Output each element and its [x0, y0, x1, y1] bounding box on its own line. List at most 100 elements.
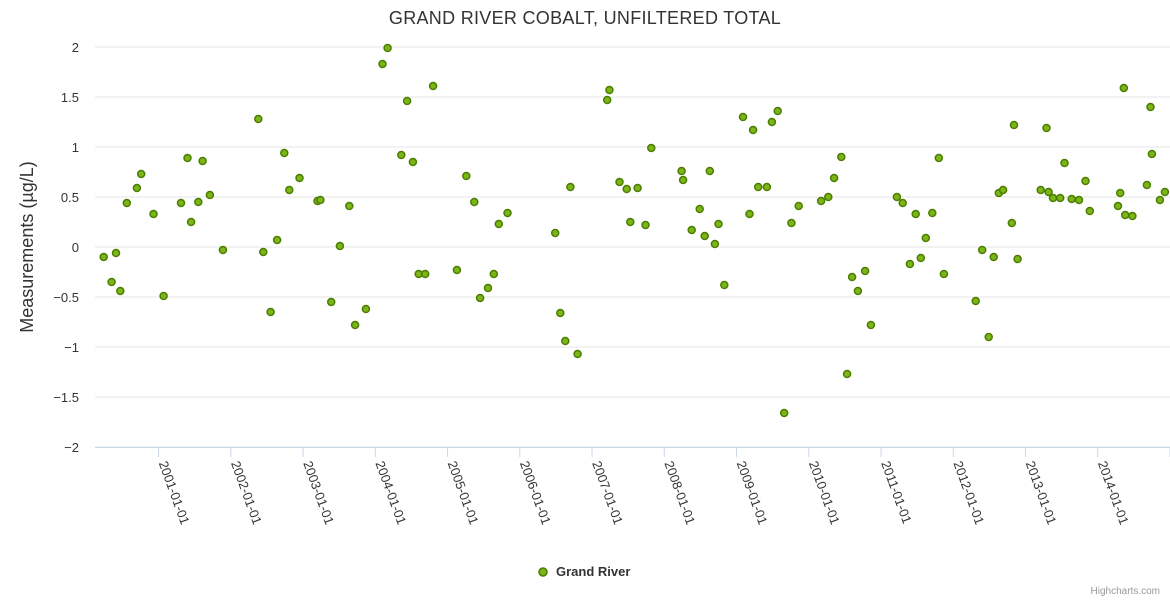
- data-point[interactable]: [934, 153, 944, 163]
- data-point[interactable]: [159, 291, 168, 301]
- data-point[interactable]: [1042, 123, 1051, 133]
- data-point[interactable]: [335, 241, 345, 251]
- data-point[interactable]: [928, 208, 937, 218]
- data-point[interactable]: [853, 286, 863, 296]
- data-point[interactable]: [452, 265, 462, 275]
- data-point[interactable]: [111, 248, 121, 258]
- data-point[interactable]: [186, 217, 196, 227]
- data-point[interactable]: [259, 247, 268, 257]
- data-point[interactable]: [280, 148, 289, 158]
- data-point[interactable]: [905, 259, 915, 269]
- data-point[interactable]: [316, 195, 325, 205]
- data-point[interactable]: [1119, 83, 1129, 93]
- data-point[interactable]: [911, 209, 920, 219]
- data-point[interactable]: [626, 217, 635, 227]
- data-point[interactable]: [132, 183, 142, 193]
- data-point[interactable]: [921, 233, 931, 243]
- data-point[interactable]: [494, 219, 504, 229]
- data-point[interactable]: [1060, 158, 1069, 168]
- data-point[interactable]: [677, 166, 686, 176]
- data-point[interactable]: [475, 293, 485, 303]
- data-point[interactable]: [700, 231, 709, 241]
- data-point[interactable]: [116, 286, 125, 296]
- data-point[interactable]: [345, 201, 354, 211]
- data-point[interactable]: [198, 156, 207, 166]
- data-point[interactable]: [738, 112, 748, 122]
- data-point[interactable]: [99, 252, 108, 262]
- data-point[interactable]: [794, 201, 803, 211]
- data-point[interactable]: [408, 157, 418, 167]
- data-point[interactable]: [939, 269, 949, 279]
- data-point[interactable]: [573, 349, 582, 359]
- data-point[interactable]: [149, 209, 158, 219]
- data-point[interactable]: [1009, 120, 1019, 130]
- data-point[interactable]: [1085, 206, 1095, 216]
- data-point[interactable]: [767, 117, 777, 127]
- data-point[interactable]: [971, 296, 980, 306]
- data-point[interactable]: [1128, 211, 1137, 221]
- data-point[interactable]: [1048, 193, 1058, 203]
- data-point[interactable]: [748, 125, 758, 135]
- data-point[interactable]: [107, 277, 116, 287]
- data-point[interactable]: [402, 96, 412, 106]
- data-point[interactable]: [470, 197, 479, 207]
- data-point[interactable]: [122, 198, 132, 208]
- data-point[interactable]: [714, 219, 723, 229]
- data-point[interactable]: [695, 204, 704, 214]
- data-point[interactable]: [989, 252, 998, 262]
- data-point[interactable]: [556, 308, 565, 318]
- data-point[interactable]: [837, 152, 846, 162]
- data-point[interactable]: [136, 169, 146, 179]
- data-point[interactable]: [489, 269, 499, 279]
- data-point[interactable]: [647, 143, 656, 153]
- data-point[interactable]: [1147, 149, 1157, 159]
- data-point[interactable]: [753, 182, 763, 192]
- data-point[interactable]: [602, 95, 612, 105]
- data-point[interactable]: [205, 190, 215, 200]
- data-point[interactable]: [687, 225, 696, 235]
- data-point[interactable]: [1036, 185, 1045, 195]
- data-point[interactable]: [285, 185, 294, 195]
- data-point[interactable]: [272, 235, 282, 245]
- data-point[interactable]: [779, 408, 789, 418]
- series-grand-river[interactable]: [99, 43, 1170, 418]
- data-point[interactable]: [326, 297, 336, 307]
- data-point[interactable]: [266, 307, 275, 317]
- data-point[interactable]: [842, 369, 852, 379]
- legend[interactable]: Grand River: [538, 564, 630, 579]
- data-point[interactable]: [705, 166, 715, 176]
- data-point[interactable]: [462, 171, 471, 181]
- data-point[interactable]: [998, 185, 1008, 195]
- data-point[interactable]: [1160, 187, 1170, 197]
- data-point[interactable]: [428, 81, 438, 91]
- data-point[interactable]: [503, 208, 512, 218]
- data-point[interactable]: [1067, 194, 1076, 204]
- data-point[interactable]: [1146, 102, 1155, 112]
- data-point[interactable]: [350, 320, 360, 330]
- data-point[interactable]: [1155, 195, 1165, 205]
- data-point[interactable]: [1007, 218, 1017, 228]
- data-point[interactable]: [561, 336, 570, 346]
- data-point[interactable]: [1013, 254, 1022, 264]
- data-point[interactable]: [1115, 188, 1125, 198]
- data-point[interactable]: [977, 245, 987, 255]
- data-point[interactable]: [622, 184, 631, 194]
- data-point[interactable]: [605, 85, 614, 95]
- data-point[interactable]: [1081, 176, 1090, 186]
- data-point[interactable]: [916, 253, 926, 263]
- data-point[interactable]: [254, 114, 263, 124]
- data-point[interactable]: [678, 175, 688, 185]
- data-point[interactable]: [361, 304, 371, 314]
- data-point[interactable]: [787, 218, 796, 228]
- data-point[interactable]: [898, 198, 907, 208]
- data-point[interactable]: [1142, 180, 1152, 190]
- data-point[interactable]: [829, 173, 839, 183]
- data-point[interactable]: [847, 272, 857, 282]
- data-point[interactable]: [295, 173, 304, 183]
- legend-label[interactable]: Grand River: [556, 564, 630, 579]
- data-point[interactable]: [762, 182, 772, 192]
- data-point[interactable]: [892, 192, 902, 202]
- data-point[interactable]: [745, 209, 754, 219]
- data-point[interactable]: [1120, 210, 1130, 220]
- data-point[interactable]: [984, 332, 993, 342]
